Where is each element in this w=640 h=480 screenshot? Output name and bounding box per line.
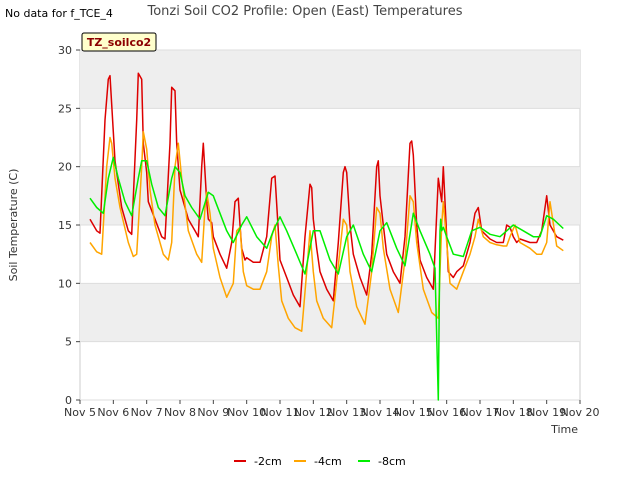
x-tick-label: Nov 7 — [131, 406, 163, 419]
series-line-2cm — [89, 72, 564, 308]
no-data-message: No data for f_TCE_4 — [5, 7, 113, 20]
y-tick-label: 25 — [58, 102, 72, 115]
x-tick-label: Nov 19 — [527, 406, 566, 419]
x-tick-label: Nov 9 — [197, 406, 229, 419]
series-line-8cm — [89, 156, 564, 401]
y-axis-ticks: 0 5 10 15 20 25 30 — [58, 44, 80, 407]
x-tick-label: Nov 5 — [64, 406, 96, 419]
series-lines — [89, 72, 564, 401]
x-tick-label: Nov 10 — [227, 406, 266, 419]
x-tick-label: Nov 12 — [294, 406, 333, 419]
site-badge-label: TZ_soilco2 — [87, 36, 151, 49]
y-tick-label: 10 — [58, 277, 72, 290]
y-tick-label: 5 — [65, 336, 72, 349]
site-badge-box — [81, 32, 157, 52]
x-axis-label: Time — [550, 423, 578, 436]
plot-band — [80, 283, 580, 342]
y-axis-label: Soil Temperature (C) — [7, 169, 20, 282]
legend-label: -2cm — [254, 455, 282, 468]
y-tick-label: 20 — [58, 161, 72, 174]
site-badge: TZ_soilco2 — [81, 32, 157, 52]
legend-label: -4cm — [314, 455, 342, 468]
x-tick-label: Nov 8 — [164, 406, 196, 419]
y-tick-label: 0 — [65, 394, 72, 407]
y-tick-label: 15 — [58, 219, 72, 232]
x-tick-label: Nov 16 — [427, 406, 466, 419]
chart-title: Tonzi Soil CO2 Profile: Open (East) Temp… — [146, 4, 462, 19]
plot-band — [80, 166, 580, 225]
x-tick-label: Nov 6 — [97, 406, 129, 419]
x-tick-label: Nov 15 — [394, 406, 433, 419]
x-tick-label: Nov 20 — [561, 406, 600, 419]
legend-label: -8cm — [378, 455, 406, 468]
grid-lines — [80, 49, 580, 401]
y-tick-label: 30 — [58, 44, 72, 57]
plot-band — [80, 50, 580, 109]
x-tick-label: Nov 18 — [494, 406, 533, 419]
x-tick-label: Nov 14 — [361, 406, 400, 419]
x-tick-label: Nov 13 — [327, 406, 366, 419]
x-tick-label: Nov 17 — [461, 406, 500, 419]
x-tick-label: Nov 11 — [261, 406, 300, 419]
series-line-4cm — [89, 130, 564, 332]
legend: -2cm -4cm -8cm — [234, 455, 406, 468]
